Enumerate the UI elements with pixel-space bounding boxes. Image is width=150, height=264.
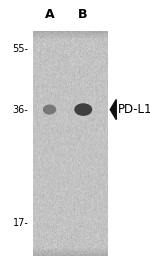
Text: A: A	[45, 8, 54, 21]
Ellipse shape	[74, 103, 92, 116]
Text: 36-: 36-	[13, 105, 28, 115]
Ellipse shape	[43, 105, 56, 115]
Text: B: B	[78, 8, 87, 21]
Text: 55-: 55-	[12, 44, 28, 54]
Polygon shape	[110, 100, 116, 120]
Text: PD-L1: PD-L1	[118, 103, 150, 116]
Bar	[33, 32, 108, 256]
Text: 17-: 17-	[13, 218, 28, 228]
